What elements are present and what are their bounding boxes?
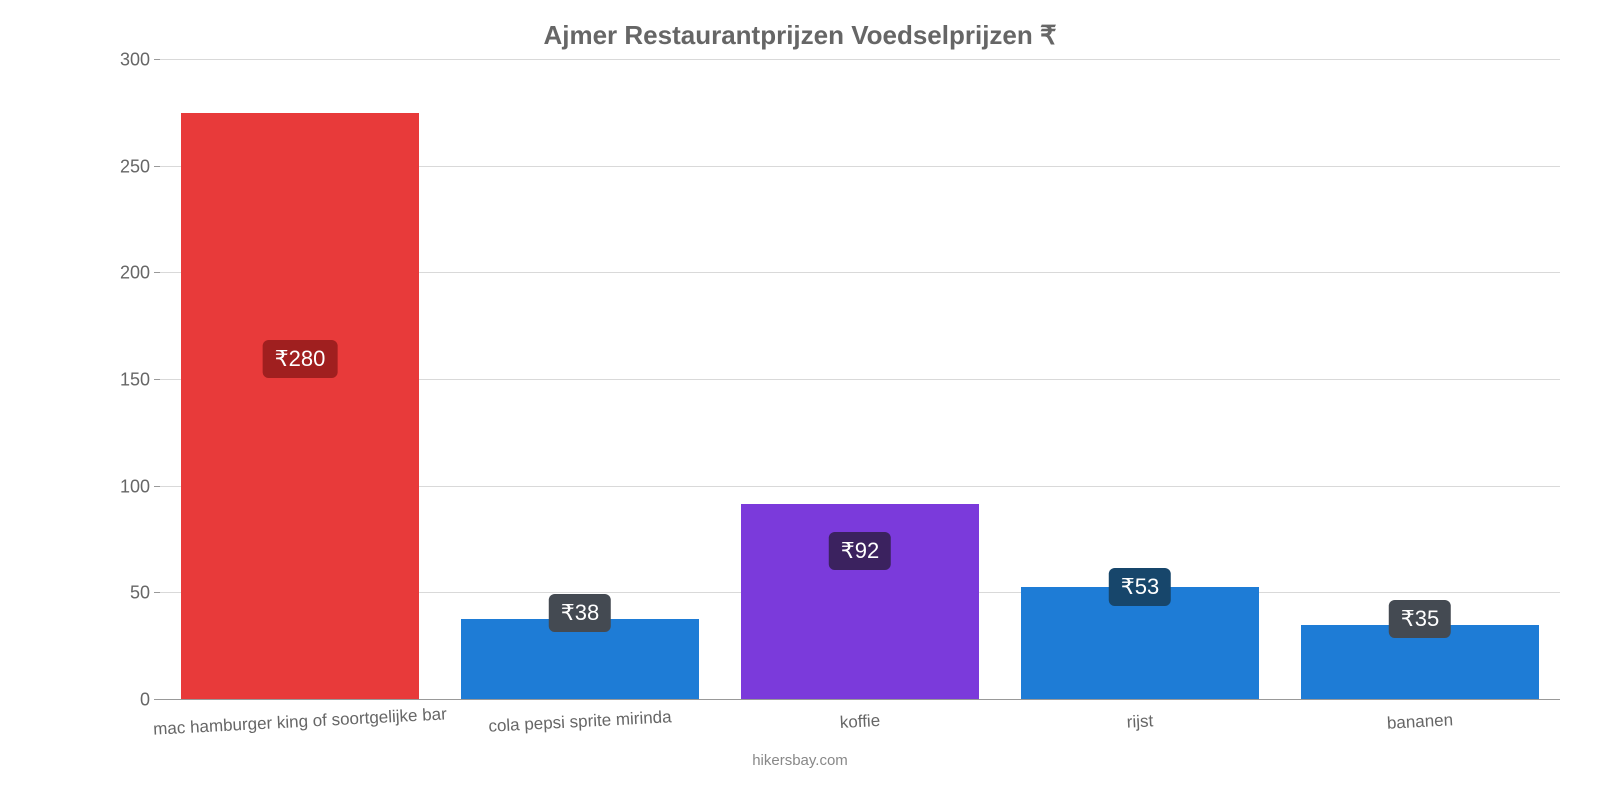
y-tick-mark [154, 486, 160, 487]
y-tick-mark [154, 59, 160, 60]
value-badge: ₹92 [829, 532, 891, 570]
value-badge: ₹280 [263, 340, 338, 378]
chart-title: Ajmer Restaurantprijzen Voedselprijzen ₹ [0, 20, 1600, 51]
x-tick-label: mac hamburger king of soortgelijke bar [153, 704, 448, 739]
y-tick-mark [154, 699, 160, 700]
x-tick-label: cola pepsi sprite mirinda [488, 707, 672, 737]
y-tick-label: 200 [120, 263, 150, 284]
y-tick-mark [154, 379, 160, 380]
y-tick-label: 0 [140, 690, 150, 711]
x-tick-label: rijst [1126, 711, 1153, 732]
x-tick-label: koffie [839, 711, 880, 733]
x-axis-baseline [160, 699, 1560, 700]
bar [181, 113, 419, 700]
y-tick-mark [154, 592, 160, 593]
y-tick-label: 300 [120, 50, 150, 71]
y-tick-label: 100 [120, 476, 150, 497]
value-badge: ₹53 [1109, 568, 1171, 606]
plot-area: 050100150200250300 mac hamburger king of… [160, 60, 1560, 700]
value-badge: ₹38 [549, 594, 611, 632]
x-tick-label: bananen [1386, 710, 1453, 733]
y-tick-label: 150 [120, 370, 150, 391]
y-tick-label: 50 [130, 583, 150, 604]
bar-chart: Ajmer Restaurantprijzen Voedselprijzen ₹… [0, 0, 1600, 800]
y-tick-mark [154, 272, 160, 273]
chart-footer: hikersbay.com [0, 752, 1600, 769]
gridline [160, 59, 1560, 60]
value-badge: ₹35 [1389, 600, 1451, 638]
y-tick-mark [154, 166, 160, 167]
y-tick-label: 250 [120, 156, 150, 177]
